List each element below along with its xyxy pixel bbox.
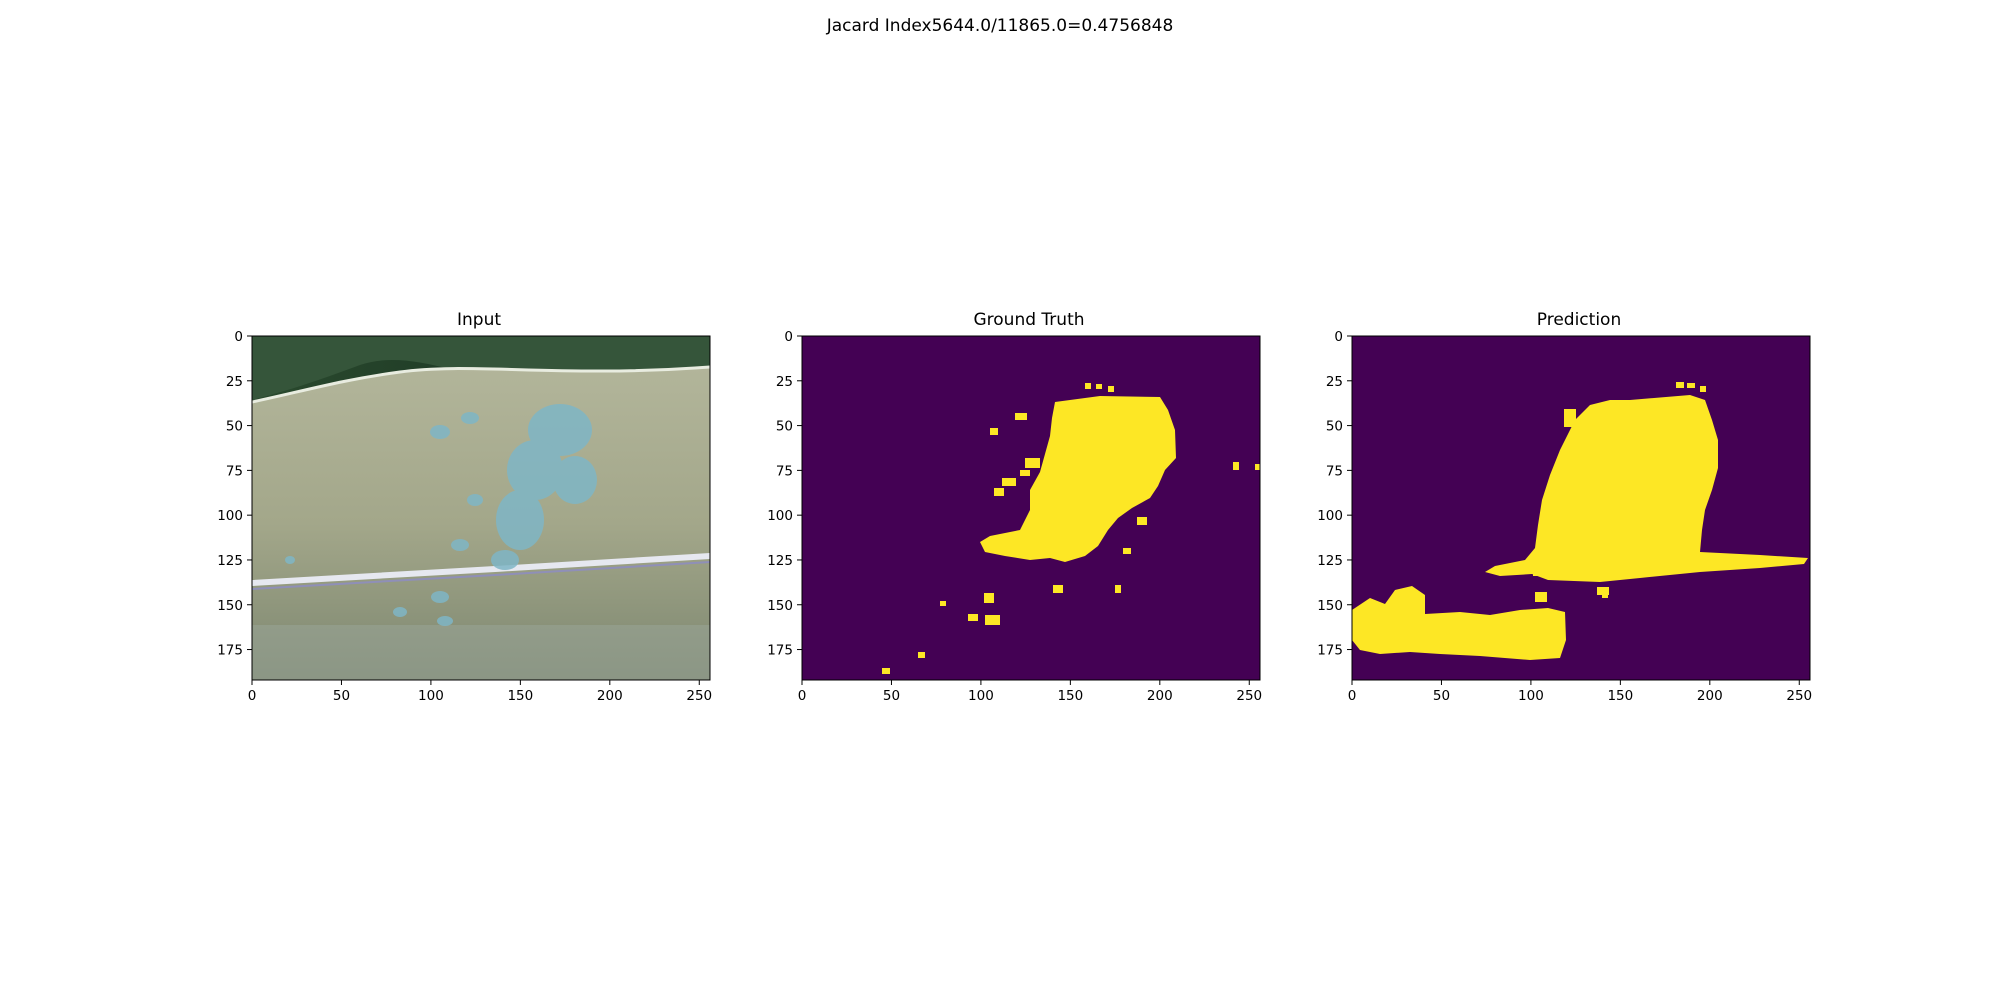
x-tick-label-input: 100: [418, 688, 444, 704]
y-tick-label-ground-truth: 0: [784, 329, 793, 345]
panel-title-prediction: Prediction: [1536, 310, 1622, 330]
y-tick-label-prediction: 75: [1326, 463, 1343, 479]
x-tick-label-prediction: 50: [1433, 688, 1450, 704]
y-tick-label-ground-truth: 125: [767, 553, 793, 569]
panel-title-ground-truth: Ground Truth: [973, 310, 1085, 330]
y-tick-label-prediction: 150: [1317, 598, 1343, 614]
x-tick-label-ground-truth: 200: [1147, 688, 1173, 704]
x-tick-label-prediction: 250: [1786, 688, 1812, 704]
x-tick-label-input: 50: [333, 688, 350, 704]
y-tick-label-input: 150: [217, 598, 243, 614]
ground-truth-mask: [802, 336, 1260, 680]
y-tick-label-input: 50: [226, 419, 243, 435]
x-tick-label-prediction: 100: [1518, 688, 1544, 704]
x-tick-label-prediction: 200: [1697, 688, 1723, 704]
y-tick-label-prediction: 100: [1317, 508, 1343, 524]
x-tick-label-ground-truth: 150: [1057, 688, 1083, 704]
x-tick-label-ground-truth: 50: [883, 688, 900, 704]
x-tick-label-ground-truth: 0: [798, 688, 807, 704]
figure-suptitle: Jacard Index5644.0/11865.0=0.4756848: [826, 16, 1174, 36]
y-tick-label-prediction: 125: [1317, 553, 1343, 569]
y-tick-label-prediction: 25: [1326, 374, 1343, 390]
y-tick-label-ground-truth: 100: [767, 508, 793, 524]
y-tick-label-input: 25: [226, 374, 243, 390]
y-tick-label-prediction: 175: [1317, 643, 1343, 659]
input-image: [252, 336, 710, 680]
panel-title-input: Input: [456, 310, 502, 330]
y-tick-label-prediction: 50: [1326, 419, 1343, 435]
y-tick-label-prediction: 0: [1334, 329, 1343, 345]
x-tick-label-input: 200: [597, 688, 623, 704]
y-tick-label-input: 100: [217, 508, 243, 524]
y-tick-label-ground-truth: 75: [776, 463, 793, 479]
x-tick-label-prediction: 150: [1607, 688, 1633, 704]
x-tick-label-ground-truth: 100: [968, 688, 994, 704]
x-tick-label-input: 150: [507, 688, 533, 704]
axes-frame-input: [251, 335, 711, 681]
y-tick-label-input: 75: [226, 463, 243, 479]
x-tick-label-input: 0: [248, 688, 257, 704]
axes-frame-ground-truth: [801, 335, 1261, 681]
y-tick-label-input: 175: [217, 643, 243, 659]
y-tick-label-ground-truth: 25: [776, 374, 793, 390]
y-tick-label-ground-truth: 150: [767, 598, 793, 614]
x-tick-label-input: 250: [686, 688, 712, 704]
y-tick-label-ground-truth: 175: [767, 643, 793, 659]
x-tick-label-ground-truth: 250: [1236, 688, 1262, 704]
prediction-mask: [1352, 336, 1810, 680]
axes-frame-prediction: [1351, 335, 1811, 681]
y-tick-label-input: 0: [234, 329, 243, 345]
x-tick-label-prediction: 0: [1348, 688, 1357, 704]
y-tick-label-input: 125: [217, 553, 243, 569]
y-tick-label-ground-truth: 50: [776, 419, 793, 435]
